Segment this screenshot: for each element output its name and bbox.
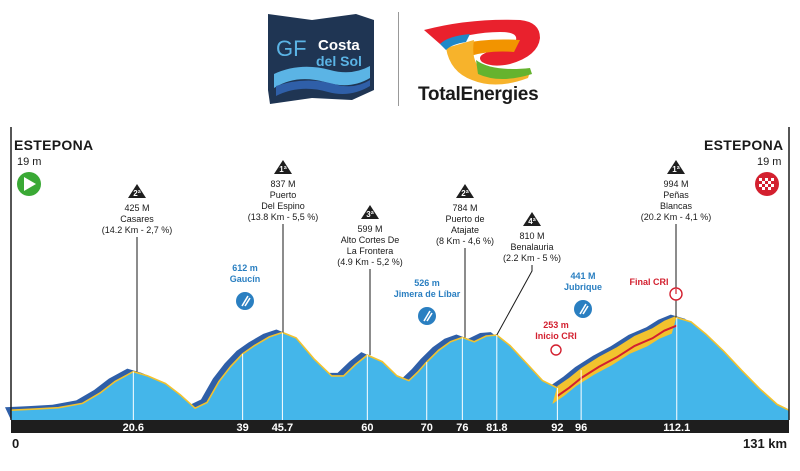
logo-gf-text: GF	[276, 36, 307, 61]
feed-zone-icon-mark	[241, 295, 251, 307]
sponsor-name: TotalEnergies	[418, 84, 539, 105]
feed-zone-icon-mark	[579, 303, 589, 315]
climb-altitude: 837 M	[270, 179, 295, 189]
climb-category: 3ª	[366, 210, 373, 219]
start-town: ESTEPONA	[14, 137, 94, 153]
km-marker-label: 60	[361, 422, 373, 434]
km-marker-label: 20.6	[123, 422, 144, 434]
finish-flag-icon	[755, 172, 779, 196]
distance-end-label: 131 km	[743, 436, 788, 451]
climb-category: 4ª	[528, 217, 535, 226]
feed-zone-name: Gaucín	[230, 274, 261, 284]
timed-finish-marker: Final CRI	[629, 277, 683, 301]
stopwatch-icon	[550, 344, 562, 356]
climb-name: Atajate	[451, 225, 479, 235]
climb-name: Alto Cortes De	[341, 235, 400, 245]
climb-detail: (2.2 Km - 5 %)	[503, 253, 561, 263]
climb-name: Puerto	[270, 190, 297, 200]
climb-category: 2ª	[461, 189, 468, 198]
climb-detail: (4.9 Km - 5,2 %)	[337, 257, 403, 267]
climb-name: Blancas	[660, 201, 693, 211]
km-marker-label: 92	[551, 422, 563, 434]
km-marker-label: 45.7	[272, 422, 293, 434]
climb-leader-line	[496, 265, 533, 336]
totalenergies-logo	[424, 19, 540, 85]
km-marker-label: 81.8	[486, 422, 507, 434]
km-marker-lines	[132, 317, 678, 420]
mountain-icon	[456, 184, 474, 198]
km-marker-labels: 20.6 39 45.7 60 70 76 81.8 92 96 112.1	[123, 422, 691, 434]
feed-zone-altitude: 612 m	[232, 263, 258, 273]
timed-finish-label: Final CRI	[629, 277, 668, 287]
finish-altitude: 19 m	[757, 156, 782, 168]
mountain-icon	[274, 160, 292, 174]
climb-altitude: 599 M	[357, 224, 382, 234]
timed-start-altitude: 253 m	[543, 320, 569, 330]
gf-costa-del-sol-logo: GF Costa del Sol	[268, 14, 374, 104]
km-marker-label: 39	[236, 422, 248, 434]
logo-costa-text: Costa	[318, 37, 360, 54]
timed-start-label: Inicio CRI	[535, 331, 577, 341]
mountain-icon	[128, 184, 146, 198]
climb-name: Casares	[120, 214, 154, 224]
mountain-icon	[361, 205, 379, 219]
climb-category: 1ª	[672, 165, 679, 174]
feed-zone-altitude: 441 M	[570, 271, 595, 281]
climb-altitude: 425 M	[124, 203, 149, 213]
feed-zone-altitude: 526 m	[414, 278, 440, 288]
climb-altitude: 810 M	[519, 231, 544, 241]
climb-detail: (20.2 Km - 4,1 %)	[641, 212, 712, 222]
timed-section-route	[556, 324, 678, 397]
timed-section-band	[552, 315, 677, 404]
logo-separator	[398, 12, 399, 106]
km-marker-label: 112.1	[663, 422, 690, 434]
climb-name: Puerto de	[445, 214, 484, 224]
logo-del-sol-text: del Sol	[316, 53, 362, 69]
feed-zone-name: Jimera de Líbar	[394, 289, 461, 299]
climb-name: Peñas	[663, 190, 689, 200]
climb-detail: (14.2 Km - 2,7 %)	[102, 225, 173, 235]
climb-category: 2ª	[133, 189, 140, 198]
finish-town: ESTEPONA	[704, 137, 784, 153]
feed-zone-name: Jubrique	[564, 282, 602, 292]
mountain-icon	[667, 160, 685, 174]
km-marker-label: 70	[421, 422, 433, 434]
mountain-icon	[523, 212, 541, 226]
climb-detail: (8 Km - 4,6 %)	[436, 236, 494, 246]
feed-zone-icon-mark	[423, 310, 433, 322]
climb-leader-lines	[136, 224, 677, 372]
climb-category: 1ª	[279, 165, 286, 174]
distance-start-label: 0	[12, 436, 20, 451]
profile-area	[11, 317, 789, 420]
climb-name: Del Espino	[261, 201, 305, 211]
start-flag-icon	[17, 172, 41, 196]
climb-detail: (13.8 Km - 5,5 %)	[248, 212, 319, 222]
start-altitude: 19 m	[17, 156, 42, 168]
distance-bar	[11, 420, 789, 433]
km-marker-label: 76	[456, 422, 468, 434]
climb-name: Benalauria	[510, 242, 553, 252]
climb-name: La Frontera	[347, 246, 394, 256]
climb-altitude: 784 M	[452, 203, 477, 213]
km-marker-label: 96	[575, 422, 587, 434]
climb-altitude: 994 M	[663, 179, 688, 189]
